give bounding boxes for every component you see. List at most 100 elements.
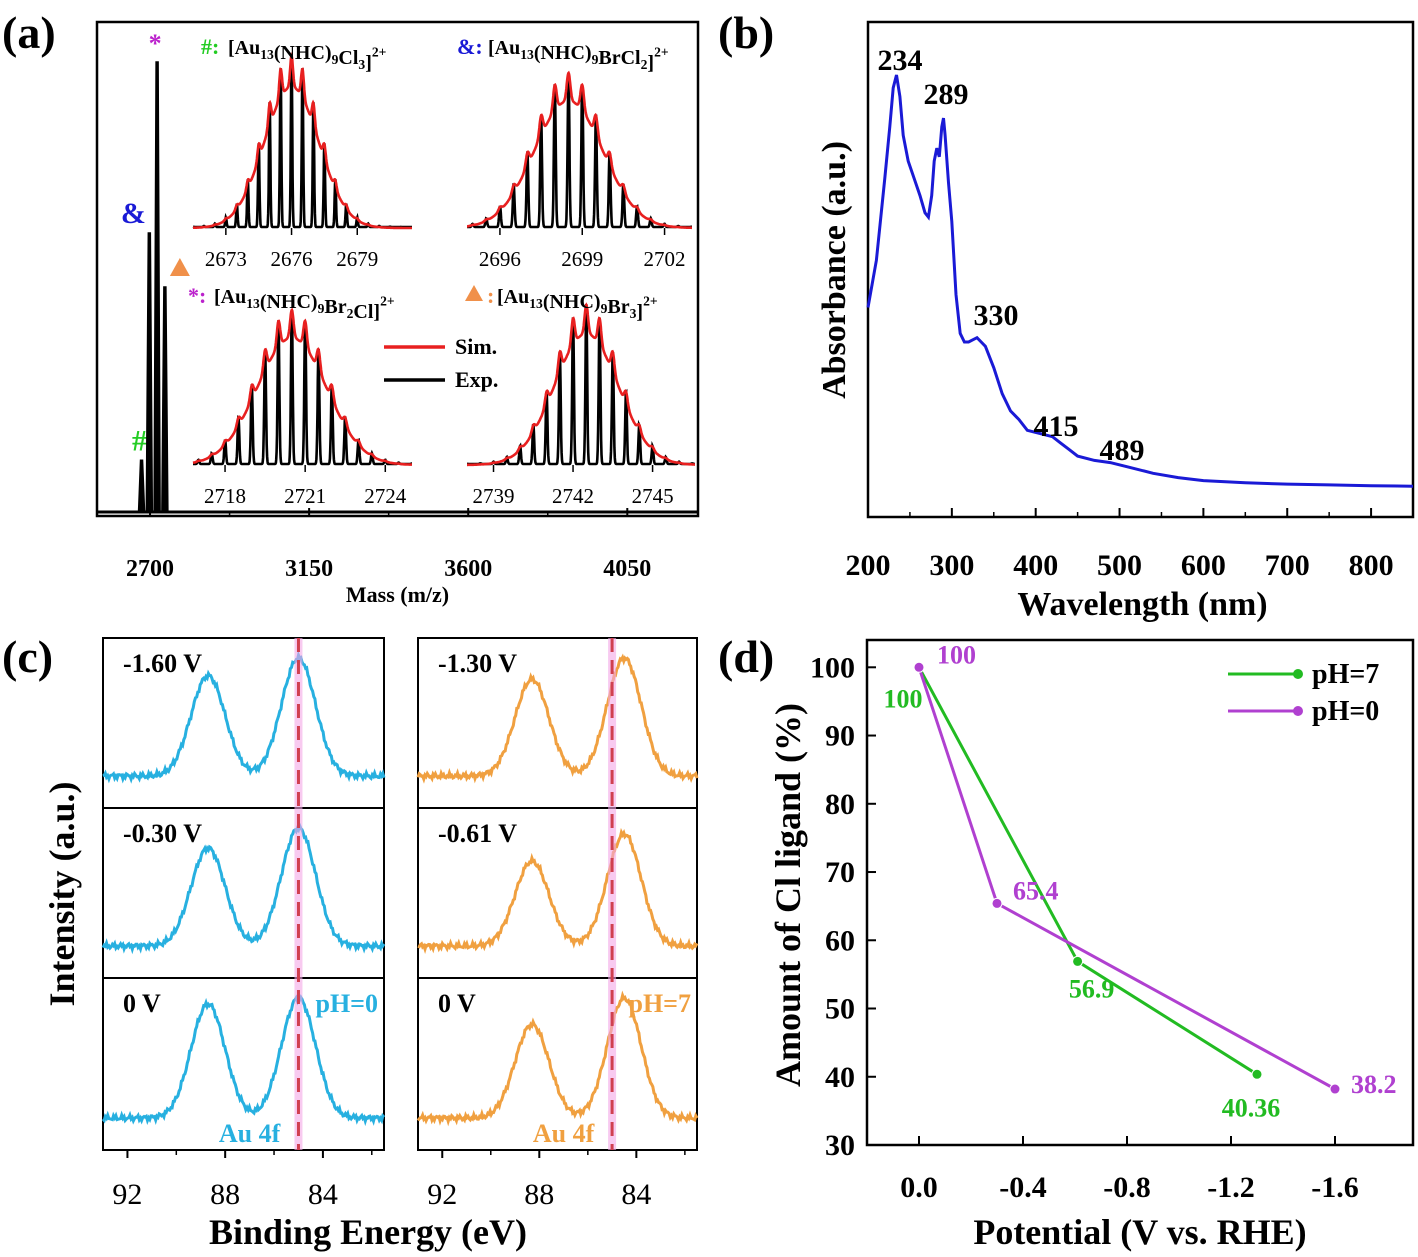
data-label: 38.2 [1351,1070,1397,1099]
potential-label: -0.61 V [438,819,517,848]
xps-frame [417,977,698,1151]
main-peak [145,232,154,513]
inset-tick-label: 2679 [336,247,378,271]
y-tick-label: 100 [810,651,855,684]
xps-frame [102,977,385,1151]
inset-marker-label: #: [201,34,219,59]
element-label: Au 4f [219,1119,281,1148]
x-tick-label: -1.2 [1207,1171,1255,1204]
xps-curve [101,994,386,1127]
x-tick-label: 400 [1013,549,1058,582]
x-tick-label: -1.6 [1311,1171,1359,1204]
x-tick-label: 88 [524,1178,554,1211]
inset-tick-label: 2721 [284,484,326,508]
x-tick-label: 0.0 [900,1171,938,1204]
xps-curve [416,990,699,1127]
absorbance-curve [866,74,1414,488]
y-tick-label: 50 [825,993,855,1026]
x-tick-label: 700 [1265,549,1310,582]
ph-label: pH=7 [629,989,692,1018]
potential-label: 0 V [438,989,476,1018]
data-point [1329,1083,1341,1095]
inset-tick-label: 2742 [552,484,594,508]
xps-curve [101,821,386,955]
inset-formula-label: [Au13(NHC)9Cl3]2+ [228,37,387,74]
x-tick-label: 3600 [444,556,492,582]
inset-tick-label: 2724 [364,484,407,508]
data-label: 56.9 [1069,974,1115,1003]
y-tick-label: 60 [825,924,855,957]
inset-tick-label: 2718 [204,484,246,508]
panel-a-mass-spectrum: 2700 3150 3600 4050 Mass (m/z) # & * 2673 2676 267… [95,20,700,607]
xps-curve [416,653,699,784]
inset-exp-curve [193,309,413,466]
panel-d-cl-ligand: 30 40 50 60 70 80 90 100 0.0 -0.4 -0.8 -1.2 -1.6Pote… [768,638,1415,1252]
inset-exp-curve [467,303,695,466]
x-tick-label: 92 [427,1178,457,1211]
potential-label: -0.30 V [123,819,202,848]
x-tick-label: 88 [210,1178,240,1211]
x-axis-label: Potential (V vs. RHE) [973,1212,1306,1252]
x-tick-label: 2700 [126,556,174,582]
inset-sim-curve [467,70,692,230]
peak-annotation: 330 [974,299,1019,332]
data-label: 65.4 [1013,876,1059,905]
x-tick-label: 300 [929,549,974,582]
x-axis-label: Binding Energy (eV) [209,1212,527,1252]
xps-curve [102,650,386,784]
panel-a-frame [95,20,700,518]
data-point [991,897,1003,909]
x-tick-label: -0.4 [999,1171,1047,1204]
series-line [917,666,1258,1076]
inset-tick-label: 2702 [644,247,686,271]
x-tick-label: 800 [1349,549,1394,582]
panel-label-d: (d) [718,631,774,682]
inset-tick-label: 2699 [561,247,603,271]
data-label: 100 [884,684,923,713]
y-tick-label: 40 [825,1061,855,1094]
x-tick-label: 4050 [603,556,651,582]
panel-c-xps: -1.60 V -0.30 V 0 V pH=0 Au 4f 92 88 84 -1.30 V -… [42,637,699,1252]
x-tick-label: -0.8 [1103,1171,1151,1204]
peak-annotation: 234 [878,44,923,77]
x-tick-label: 200 [846,549,891,582]
data-point [1251,1068,1263,1080]
inset-exp-curve [467,72,692,229]
y-tick-label: 30 [825,1129,855,1162]
legend-label: Sim. [455,334,497,359]
x-tick-label: 500 [1097,549,1142,582]
legend-marker [1293,706,1303,716]
x-tick-label: 92 [112,1178,142,1211]
peak-annotation: 289 [924,78,969,111]
inset-sim-curve [192,307,412,466]
panel-label-b: (b) [718,7,774,58]
y-axis-label: Absorbance (a.u.) [816,141,853,399]
y-axis-label: Amount of Cl ligand (%) [768,703,808,1087]
data-label: 40.36 [1222,1093,1281,1122]
y-tick-label: 70 [825,856,855,889]
y-tick-label: 90 [825,720,855,753]
ph-label: pH=0 [316,989,379,1018]
xps-curve [417,827,699,955]
triangle-marker [169,258,190,276]
series-line [917,666,1336,1091]
legend-label: pH=0 [1312,696,1379,727]
legend-label: Exp. [455,367,498,392]
x-axis-label: Mass (m/z) [346,582,449,607]
inset-triangle-marker [465,285,483,301]
peak-annotation: 415 [1034,410,1079,443]
panel-label-a: (a) [2,7,56,58]
potential-label: -1.60 V [123,649,202,678]
peak-marker: * [149,29,162,58]
element-label: Au 4f [533,1119,595,1148]
inset-tick-label: 2739 [473,484,515,508]
panel-b-absorbance: 200 300 400 500 600 700 800 Wavelength (nm) Abso… [816,20,1415,623]
potential-label: -1.30 V [438,649,517,678]
y-tick-label: 80 [825,788,855,821]
peak-annotation: 489 [1100,434,1145,467]
panel-b-frame [866,20,1415,519]
x-tick-label: 84 [621,1178,651,1211]
x-axis-label: Wavelength (nm) [1017,586,1267,623]
main-peak [153,61,161,513]
inset-tick-label: 2696 [479,247,521,271]
